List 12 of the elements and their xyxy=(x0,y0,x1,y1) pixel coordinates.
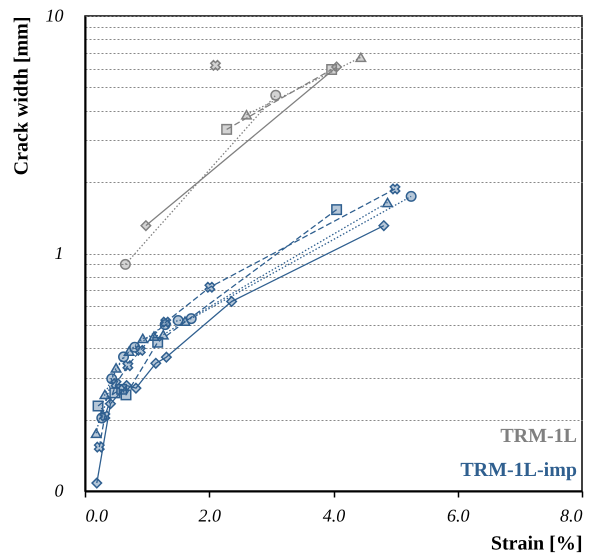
y-tick-label: 10 xyxy=(46,6,64,26)
annotation: TRM-1L-imp xyxy=(460,459,577,481)
x-tick-label: 8.0 xyxy=(560,506,582,526)
x-axis-title: Strain [%] xyxy=(490,532,582,554)
y-tick-label: 0 xyxy=(54,480,64,500)
y-axis-title: Crack width [mm] xyxy=(10,16,32,176)
annotation: TRM-1L xyxy=(500,425,577,447)
y-tick-label: 1 xyxy=(54,243,64,263)
x-tick-label: 0.0 xyxy=(86,506,108,526)
x-tick-label: 2.0 xyxy=(198,506,221,526)
x-tick-label: 6.0 xyxy=(447,506,470,526)
x-tick-label: 4.0 xyxy=(322,506,346,526)
